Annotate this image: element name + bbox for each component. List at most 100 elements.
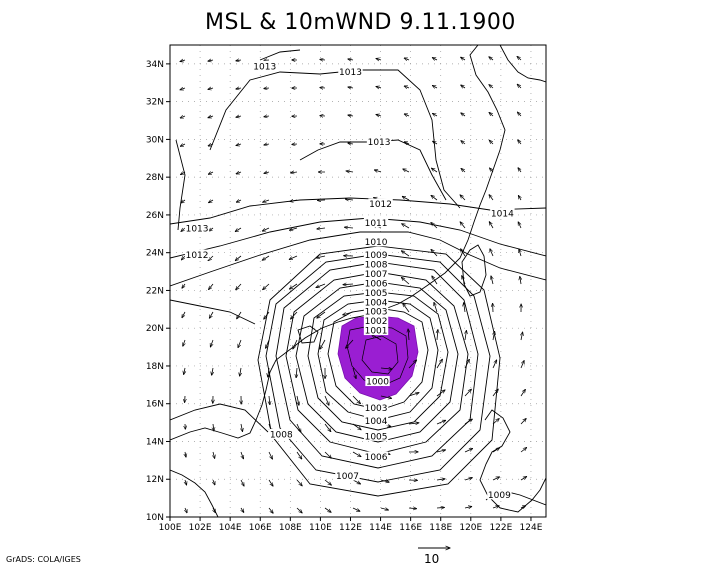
- wind-arrow: [235, 255, 242, 261]
- wind-arrow: [461, 113, 466, 116]
- wind-arrow: [183, 339, 185, 346]
- wind-arrow: [380, 480, 389, 482]
- wind-arrow: [182, 283, 185, 288]
- wind-arrow: [209, 283, 214, 290]
- wind-arrow: [236, 116, 242, 117]
- wind-arrow: [262, 227, 270, 231]
- tick-label-lon: 122E: [489, 523, 512, 533]
- wind-arrow: [263, 283, 270, 290]
- contour-label: 1003: [365, 308, 388, 318]
- wind-arrow: [521, 332, 523, 341]
- contour-label: 1014: [491, 210, 514, 220]
- low-pressure-core: [361, 335, 399, 375]
- contour-label: 1007: [336, 472, 359, 482]
- tick-label-lon: 112E: [339, 523, 362, 533]
- contour-label: 1006: [365, 279, 388, 289]
- wind-arrow: [185, 507, 187, 513]
- wind-arrow: [436, 450, 446, 452]
- tick-label-lat: 34N: [146, 60, 164, 70]
- wind-arrow: [489, 85, 494, 89]
- wind-arrow: [518, 168, 521, 173]
- wind-arrow: [324, 451, 331, 458]
- wind-arrow: [431, 195, 438, 201]
- tick-label-lon: 102E: [189, 523, 212, 533]
- wind-arrow: [462, 276, 466, 285]
- wind-arrow: [401, 277, 410, 285]
- wind-arrow: [461, 141, 466, 144]
- wind-arrow: [464, 478, 472, 480]
- tick-label-lat: 20N: [146, 324, 164, 334]
- wind-arrow: [236, 283, 242, 290]
- wind-arrow: [293, 339, 298, 349]
- wind-arrow: [236, 88, 242, 89]
- wind-arrow: [180, 116, 186, 118]
- wind-arrow: [208, 255, 214, 261]
- wind-arrow: [241, 451, 243, 459]
- contour-label: 1005: [365, 289, 388, 299]
- tick-label-lat: 14N: [146, 437, 164, 447]
- wind-arrow: [209, 311, 214, 318]
- wind-arrow: [181, 255, 186, 260]
- wind-arrow: [268, 367, 269, 377]
- wind-arrow: [208, 116, 214, 118]
- wind-arrow: [402, 196, 410, 201]
- isobars-outer: [170, 49, 546, 506]
- contour-label-bg: [363, 415, 389, 426]
- tick-label-lat: 22N: [146, 286, 164, 296]
- wind-arrow: [185, 479, 187, 485]
- tick-label-lat: 10N: [146, 513, 164, 523]
- wind-arrow: [520, 418, 526, 425]
- wind-arrow: [348, 59, 354, 60]
- wind-arrow: [296, 507, 302, 513]
- wind-arrow: [371, 334, 382, 341]
- wind-arrow: [520, 389, 525, 397]
- contour-label-bg: [487, 489, 512, 500]
- wind-arrow: [290, 311, 298, 319]
- tick-label-lon: 120E: [459, 523, 482, 533]
- wind-arrow: [269, 395, 270, 405]
- contour-label-bg: [363, 277, 389, 288]
- wind-arrow: [408, 393, 419, 397]
- wind-arrow: [237, 311, 242, 319]
- wind-arrow: [208, 172, 214, 174]
- wind-arrow: [346, 171, 354, 172]
- wind-arrow: [492, 418, 499, 425]
- wind-arrow: [518, 140, 521, 145]
- wind-arrow: [460, 195, 466, 201]
- contour-label: 1013: [339, 68, 362, 78]
- contour-label-bg: [363, 306, 389, 317]
- contour-label-bg: [363, 287, 389, 298]
- axis-ticks: [166, 63, 532, 521]
- wind-arrow: [518, 195, 521, 201]
- wind-arrow: [402, 224, 410, 229]
- wind-arrow: [180, 172, 186, 175]
- tick-label-lon: 114E: [369, 523, 392, 533]
- wind-arrow: [180, 88, 186, 90]
- tick-label-lon: 124E: [520, 523, 543, 533]
- wind-arrow: [520, 361, 524, 369]
- contour-label: 1012: [186, 251, 209, 261]
- tick-label-lat: 12N: [146, 475, 164, 485]
- wind-arrow: [236, 60, 242, 61]
- contour-label-bg: [363, 249, 389, 260]
- tick-label-lon: 118E: [429, 523, 452, 533]
- tick-label-lat: 18N: [146, 362, 164, 372]
- wind-arrow: [489, 57, 494, 60]
- contour-label-bg: [363, 268, 389, 279]
- contour-label-bg: [368, 198, 393, 209]
- wind-arrow: [404, 142, 410, 144]
- wind-arrow: [210, 339, 214, 347]
- wind-arrow: [236, 172, 242, 174]
- wind-arrow: [180, 144, 186, 146]
- contour-label-bg: [363, 451, 389, 462]
- wind-arrow: [348, 87, 354, 88]
- wind-arrow: [264, 172, 270, 173]
- wind-arrow: [461, 168, 466, 173]
- x-axis-labels: 100E 102E 104E 106E 108E 110E 112E 114E 116E 118E…: [159, 523, 543, 533]
- wind-arrow: [316, 283, 326, 288]
- wind-arrow: [380, 368, 392, 369]
- wind-arrow: [432, 113, 438, 116]
- tick-label-lat: 24N: [146, 249, 164, 259]
- wind-arrow: [262, 255, 270, 260]
- wind-arrow: [492, 506, 499, 508]
